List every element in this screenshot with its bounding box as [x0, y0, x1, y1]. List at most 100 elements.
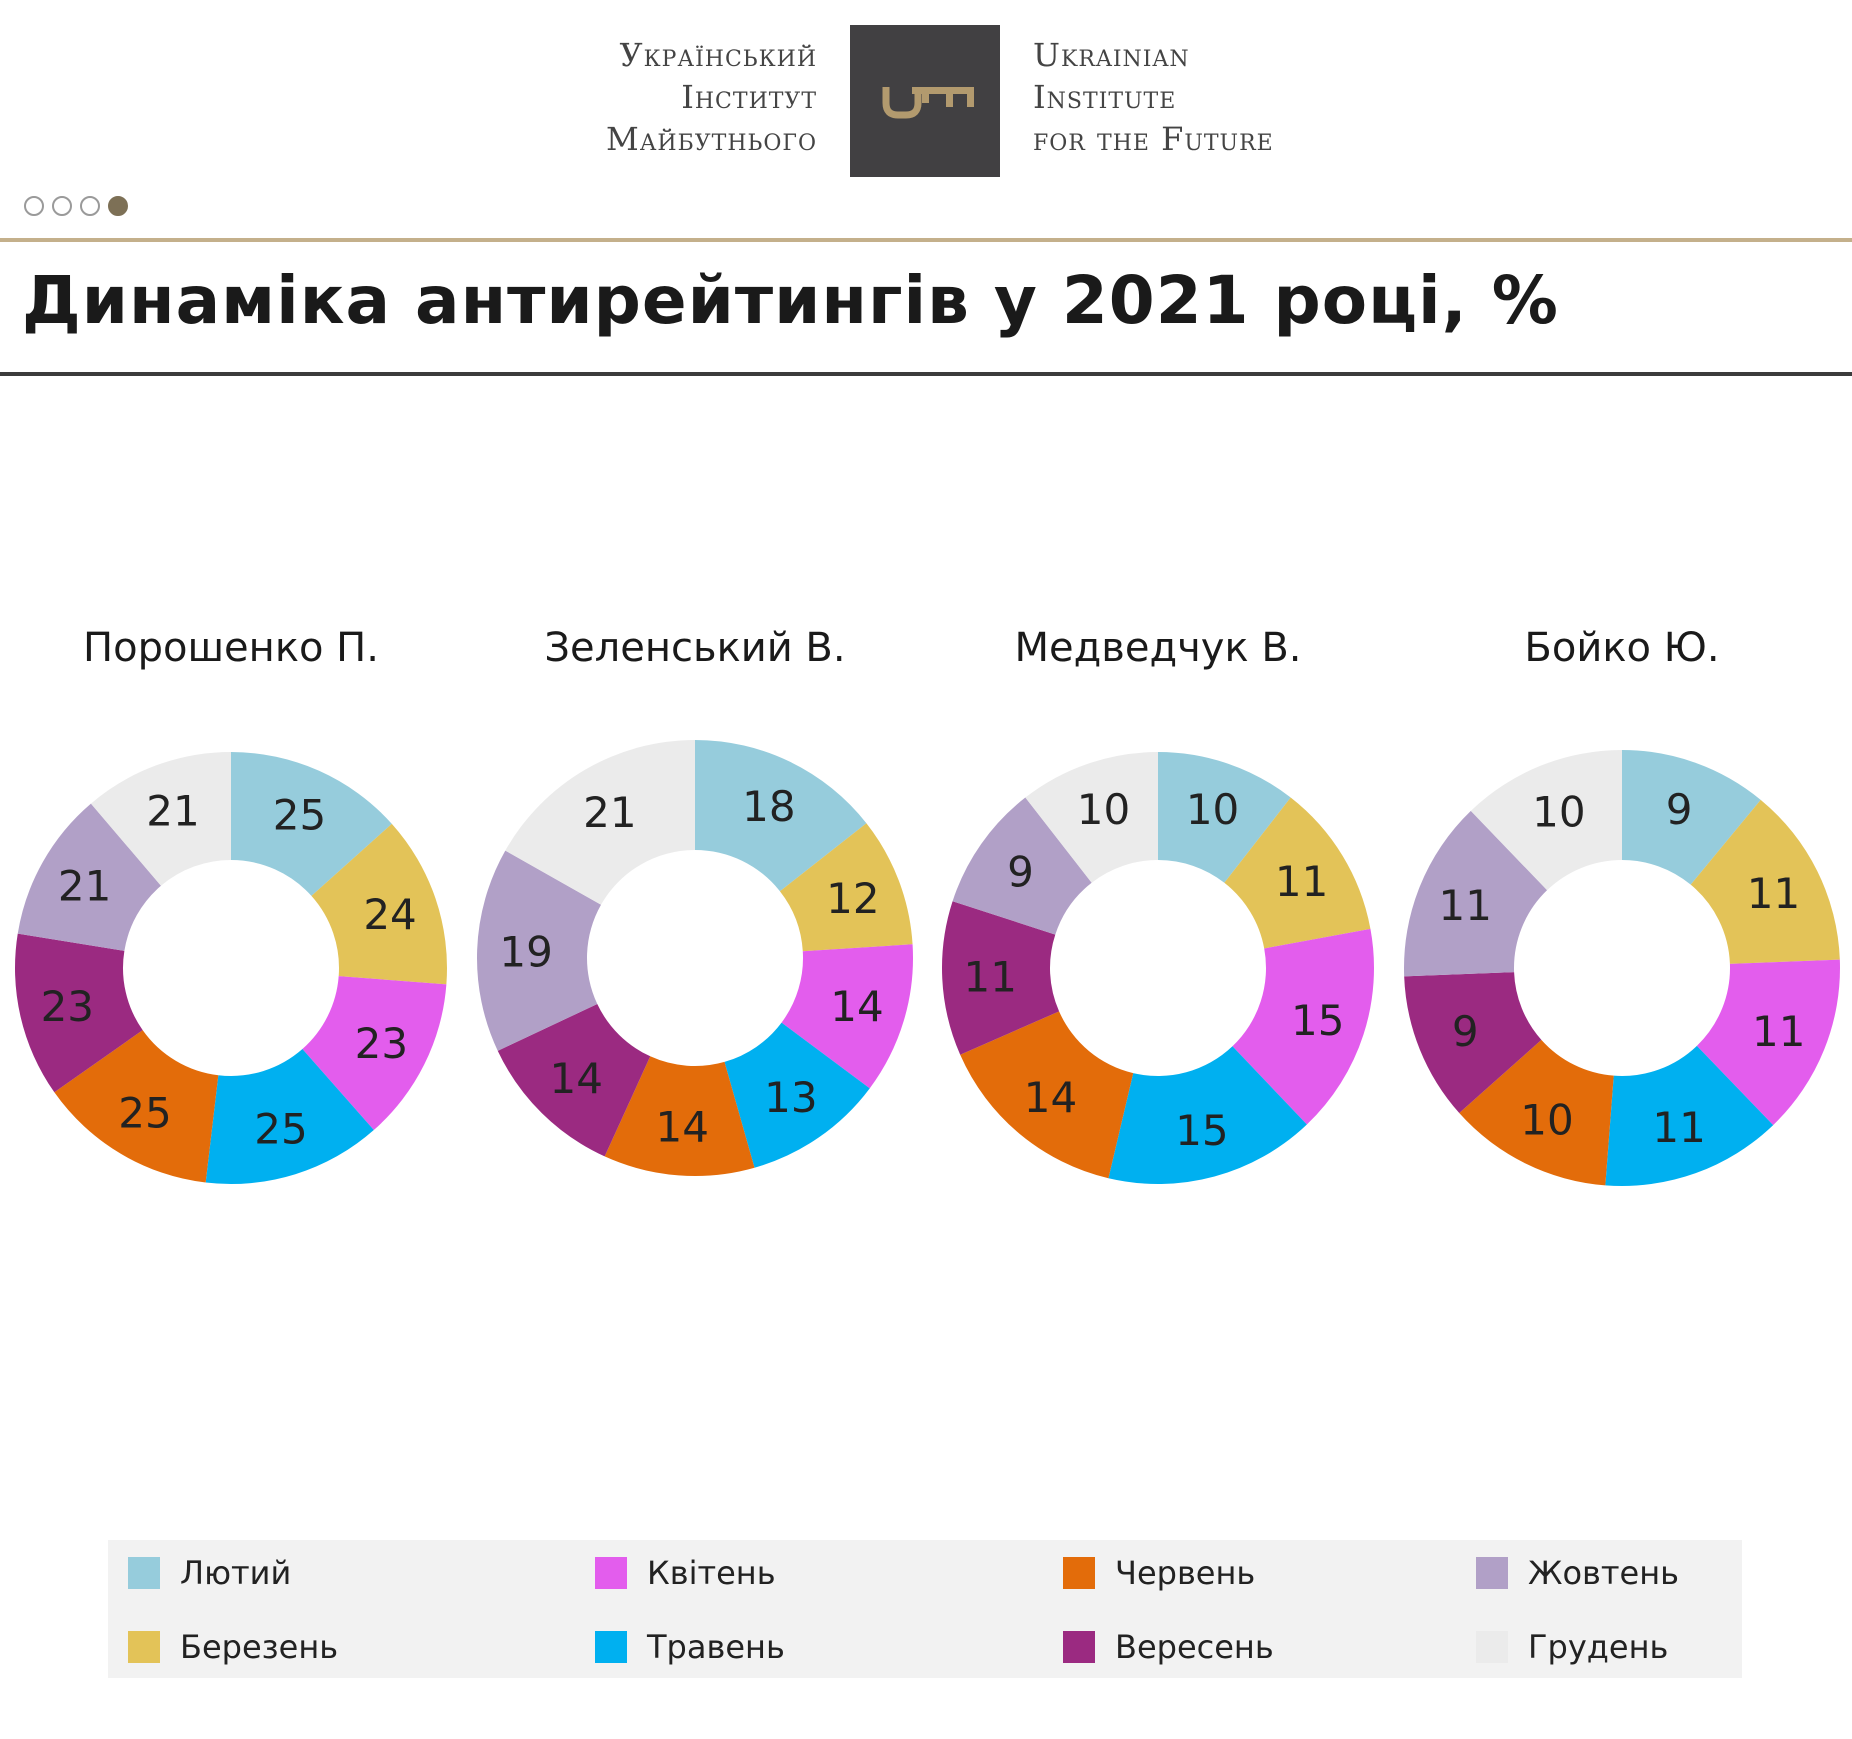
data-label-3-8: 10 — [1077, 785, 1130, 834]
logo-en-line-3: for the Future — [1033, 120, 1274, 158]
legend: Лютий Квітень Червень Жовтень Березень Травен… — [108, 1540, 1742, 1678]
logo-ua-line-2: Інститут — [681, 78, 817, 116]
dark-divider — [0, 372, 1852, 376]
donut-slice-2-4 — [724, 1022, 870, 1168]
chart-title-3: Медведчук В. — [1014, 625, 1302, 671]
legend-item-8: Грудень — [1476, 1628, 1668, 1666]
legend-label: Квітень — [647, 1554, 776, 1592]
data-label-4-8: 10 — [1532, 787, 1585, 836]
donut-slice-1-2 — [311, 823, 447, 985]
key-icon — [882, 87, 974, 119]
donut-slice-2-6 — [497, 1003, 651, 1157]
donut-slice-2-7 — [477, 850, 602, 1051]
legend-item-5: Червень — [1063, 1554, 1255, 1592]
donut-slice-3-1 — [1158, 752, 1291, 883]
legend-label: Вересень — [1115, 1628, 1274, 1666]
page-title: Динаміка антирейтингів у 2021 році, % — [22, 262, 1559, 339]
donut-slice-2-1 — [695, 740, 867, 892]
donut-slice-2-2 — [779, 823, 913, 952]
data-label-2-8: 21 — [583, 788, 636, 837]
donut-slice-1-6 — [15, 933, 143, 1093]
donut-slice-3-6 — [941, 901, 1060, 1055]
donut-slice-4-2 — [1690, 799, 1840, 964]
logo-text-ua: Український Інститут Майбутнього — [606, 34, 817, 160]
logo-en-line-1: Ukrainian — [1033, 36, 1190, 74]
data-label-3-1: 10 — [1186, 785, 1239, 834]
donut-slice-2-8 — [505, 739, 695, 905]
donut-slice-3-3 — [1232, 928, 1374, 1125]
data-label-4-6: 9 — [1452, 1007, 1479, 1056]
legend-label: Червень — [1115, 1554, 1256, 1592]
legend-label: Березень — [180, 1628, 339, 1666]
data-label-2-7: 19 — [499, 928, 552, 977]
slide-dot-1[interactable] — [24, 196, 44, 216]
legend-item-3: Квітень — [595, 1554, 776, 1592]
data-label-4-4: 11 — [1652, 1103, 1705, 1152]
data-label-4-7: 11 — [1439, 881, 1492, 930]
donut-slice-4-8 — [1470, 749, 1622, 891]
legend-swatch — [1476, 1557, 1508, 1589]
slide-dot-2[interactable] — [52, 196, 72, 216]
donut-slice-2-5 — [604, 1056, 755, 1176]
data-label-4-2: 11 — [1747, 869, 1800, 918]
data-label-2-3: 14 — [830, 982, 883, 1031]
slide-dot-3[interactable] — [80, 196, 100, 216]
legend-item-1: Лютий — [128, 1554, 291, 1592]
donut-slice-3-7 — [952, 797, 1092, 935]
data-label-2-1: 18 — [742, 782, 795, 831]
data-label-1-4: 25 — [254, 1104, 307, 1153]
donut-slice-4-4 — [1605, 1045, 1774, 1186]
logo-box — [850, 25, 1000, 177]
donut-slice-1-5 — [54, 1030, 219, 1183]
legend-item-7: Жовтень — [1476, 1554, 1679, 1592]
donut-slice-4-5 — [1459, 1039, 1614, 1186]
donut-slice-3-2 — [1224, 797, 1371, 949]
logo-ua-line-3: Майбутнього — [606, 120, 817, 158]
legend-swatch — [128, 1557, 160, 1589]
donut-slice-3-8 — [1025, 752, 1158, 883]
data-label-3-6: 11 — [963, 952, 1016, 1001]
data-label-1-8: 21 — [146, 786, 199, 835]
data-label-1-7: 21 — [58, 862, 111, 911]
data-label-2-5: 14 — [656, 1103, 709, 1152]
data-label-4-1: 9 — [1666, 785, 1693, 834]
legend-swatch — [1476, 1631, 1508, 1663]
donut-slice-4-1 — [1622, 750, 1761, 885]
gold-divider — [0, 238, 1852, 242]
chart-title-4: Бойко Ю. — [1524, 625, 1720, 671]
legend-item-2: Березень — [128, 1628, 338, 1666]
donut-slice-1-4 — [205, 1049, 374, 1184]
data-label-1-5: 25 — [118, 1088, 171, 1137]
data-label-1-3: 23 — [355, 1019, 408, 1068]
donut-slice-2-3 — [781, 944, 913, 1089]
data-label-2-6: 14 — [550, 1054, 603, 1103]
legend-swatch — [1063, 1557, 1095, 1589]
data-label-1-6: 23 — [41, 982, 94, 1031]
slide-indicator — [24, 196, 128, 216]
donut-chart-1: 25 24 23 25 25 23 21 21 — [15, 752, 447, 1184]
slide-dot-4-active[interactable] — [108, 196, 128, 216]
donut-chart-2: 18 12 14 13 14 14 19 21 — [477, 739, 913, 1176]
header: Український Інститут Майбутнього Ukraini… — [0, 0, 1852, 190]
donut-slice-1-3 — [302, 976, 447, 1131]
legend-swatch — [128, 1631, 160, 1663]
legend-item-6: Вересень — [1063, 1628, 1274, 1666]
legend-item-4: Травень — [595, 1628, 785, 1666]
data-label-3-3: 15 — [1291, 996, 1344, 1045]
logo-text-en: Ukrainian Institute for the Future — [1033, 34, 1274, 160]
data-label-3-7: 9 — [1007, 848, 1034, 897]
legend-swatch — [595, 1557, 627, 1589]
data-label-4-3: 11 — [1752, 1007, 1805, 1056]
data-label-2-2: 12 — [826, 874, 879, 923]
logo-ua-line-1: Український — [619, 36, 817, 74]
data-label-1-2: 24 — [363, 890, 416, 939]
data-label-2-4: 13 — [764, 1073, 817, 1122]
chart-title-2: Зеленський В. — [544, 625, 846, 671]
donut-slice-4-3 — [1696, 959, 1841, 1126]
donut-slice-1-7 — [17, 803, 161, 951]
legend-label: Травень — [647, 1628, 785, 1666]
donut-chart-3: 10 11 15 15 14 11 9 10 — [941, 752, 1374, 1184]
data-label-3-4: 15 — [1175, 1106, 1228, 1155]
chart-title-1: Порошенко П. — [83, 625, 379, 671]
legend-label: Лютий — [180, 1554, 292, 1592]
